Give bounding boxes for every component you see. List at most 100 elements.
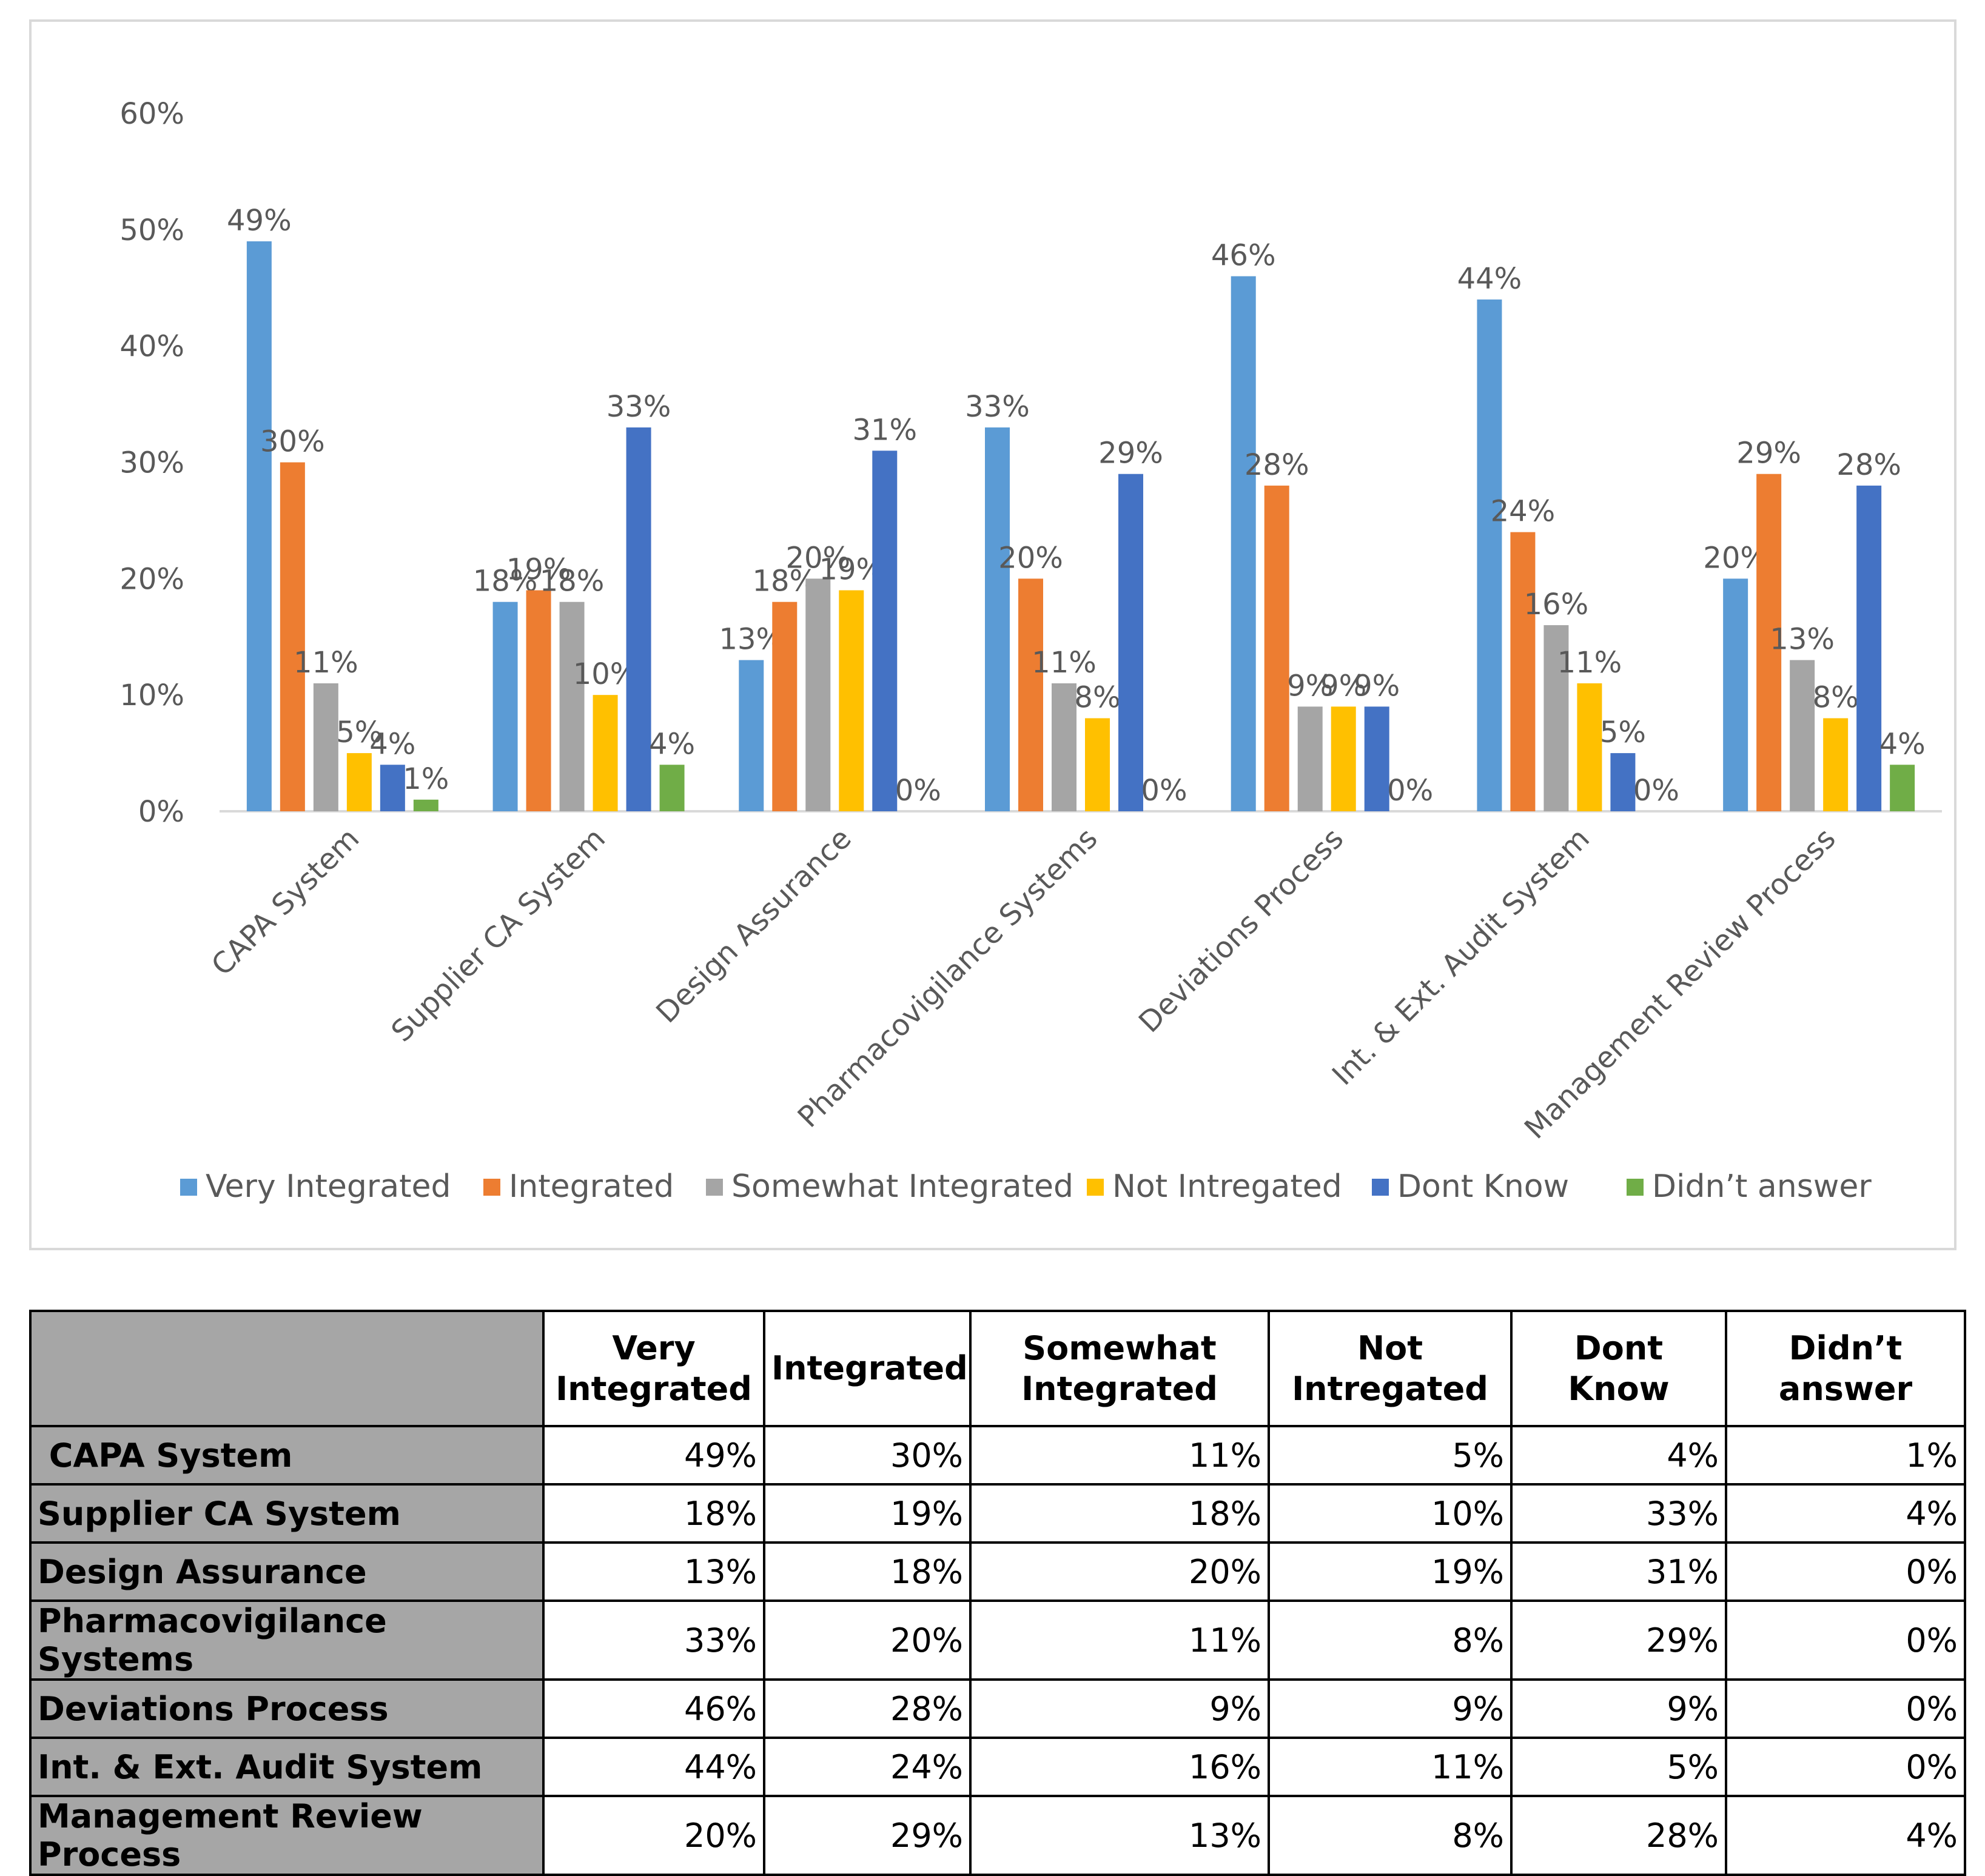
y-tick-label: 30% <box>119 446 184 480</box>
table-cell: 20% <box>542 1795 765 1876</box>
table-cell: 16% <box>969 1737 1270 1797</box>
table-cell: 31% <box>1510 1541 1727 1602</box>
data-label: 33% <box>606 390 671 424</box>
bar <box>1085 718 1110 811</box>
x-category-label: Design Assurance <box>650 822 858 1030</box>
x-category-label: Int. & Ext. Audit System <box>1326 822 1596 1092</box>
table-header-dont-know: Dont Know <box>1510 1310 1727 1427</box>
table-cell: 30% <box>763 1425 972 1486</box>
bar <box>413 799 438 811</box>
legend-label: Not Intregated <box>1112 1168 1342 1205</box>
legend-label: Dont Know <box>1397 1168 1569 1205</box>
table-cell: 44% <box>542 1737 765 1797</box>
table-header-didnt-answer: Didn’t answer <box>1725 1310 1966 1427</box>
table-cell: 0% <box>1725 1678 1966 1739</box>
table-cell: 9% <box>1510 1678 1727 1739</box>
table-cell: 19% <box>1268 1541 1513 1602</box>
bar <box>1231 276 1256 812</box>
legend-label: Somewhat Integrated <box>731 1168 1073 1205</box>
bar <box>626 427 651 811</box>
table-header-not-integrated: Not Intregated <box>1268 1310 1513 1427</box>
data-label: 0% <box>1633 774 1679 808</box>
x-category-label: Pharmacovigilance Systems <box>791 822 1104 1134</box>
bar <box>1577 683 1602 811</box>
table-cell: 28% <box>763 1678 972 1739</box>
legend-label: Didn’t answer <box>1652 1168 1872 1205</box>
bar <box>1543 625 1569 811</box>
table-cell: 0% <box>1725 1737 1966 1797</box>
x-category-label: Supplier CA System <box>385 822 613 1049</box>
data-label: 46% <box>1211 239 1276 273</box>
bar <box>1790 660 1815 811</box>
data-label: 9% <box>1287 669 1333 703</box>
table-header-row: Very Integrated Integrated Somewhat Integr… <box>29 1310 1966 1427</box>
bar <box>280 462 305 811</box>
legend-swatch <box>180 1179 197 1196</box>
bar <box>492 601 518 811</box>
table-cell: 4% <box>1725 1483 1966 1544</box>
table-cell: 33% <box>542 1600 765 1681</box>
table-cell: 46% <box>542 1678 765 1739</box>
data-label: 0% <box>1141 774 1187 808</box>
table-cell: 29% <box>763 1795 972 1876</box>
bar <box>1823 718 1849 811</box>
data-label: 4% <box>369 727 415 761</box>
table-cell: 20% <box>969 1541 1270 1602</box>
table-header-very-integrated: Very Integrated <box>542 1310 765 1427</box>
table-row: Management Review Process 20% 29% 13% 8%… <box>29 1795 1966 1876</box>
legend-label: Integrated <box>509 1168 674 1205</box>
table-cell: 19% <box>763 1483 972 1544</box>
table-cell: 5% <box>1268 1425 1513 1486</box>
table-cell: 8% <box>1268 1795 1513 1876</box>
table-row: Int. & Ext. Audit System 44% 24% 16% 11%… <box>29 1737 1966 1797</box>
data-label: 20% <box>998 541 1063 575</box>
bar <box>246 241 272 811</box>
bar <box>1264 485 1289 811</box>
data-label: 9% <box>1320 669 1366 703</box>
data-label: 11% <box>1557 646 1622 680</box>
bar-chart: 0%10%20%30%40%50%60%49%30%11%5%4%1%CAPA … <box>119 97 1942 1205</box>
bar <box>1018 578 1043 811</box>
data-label: 4% <box>1879 727 1926 761</box>
row-label: Deviations Process <box>29 1678 545 1739</box>
legend-swatch <box>1087 1179 1104 1196</box>
bar <box>1118 474 1143 811</box>
table-cell: 20% <box>763 1600 972 1681</box>
bar <box>1297 706 1323 811</box>
table-row: Pharmacovigilance Systems 33% 20% 11% 8%… <box>29 1600 1966 1681</box>
table-cell: 8% <box>1268 1600 1513 1681</box>
table-cell: 11% <box>1268 1737 1513 1797</box>
y-tick-label: 10% <box>119 678 184 712</box>
bar <box>1510 532 1536 811</box>
table-cell: 33% <box>1510 1483 1727 1544</box>
bar <box>1856 485 1882 811</box>
bar <box>839 590 864 811</box>
row-label: CAPA System <box>29 1425 545 1486</box>
data-label: 33% <box>965 390 1030 424</box>
bar <box>772 601 798 811</box>
legend-swatch <box>706 1179 723 1196</box>
table-header-somewhat-integrated: Somewhat Integrated <box>969 1310 1270 1427</box>
data-label: 28% <box>1836 448 1901 482</box>
row-label: Supplier CA System <box>29 1483 545 1544</box>
y-tick-label: 40% <box>119 330 184 364</box>
bar <box>659 765 685 811</box>
data-label: 8% <box>1074 681 1120 715</box>
bar <box>805 578 831 811</box>
table-row: Deviations Process 46% 28% 9% 9% 9% 0% <box>29 1678 1966 1739</box>
data-label: 5% <box>336 715 382 749</box>
table-row: Design Assurance 13% 18% 20% 19% 31% 0% <box>29 1541 1966 1602</box>
bar <box>872 451 898 811</box>
bar <box>1364 706 1389 811</box>
legend-swatch <box>1372 1179 1389 1196</box>
table-row: CAPA System 49% 30% 11% 5% 4% 1% <box>29 1425 1966 1486</box>
data-label: 13% <box>1770 623 1835 657</box>
bar <box>526 590 551 811</box>
data-label: 8% <box>1813 681 1859 715</box>
bar <box>739 660 764 811</box>
data-label: 20% <box>785 541 850 575</box>
data-label: 18% <box>540 564 605 598</box>
table-cell: 11% <box>969 1425 1270 1486</box>
table-cell: 4% <box>1725 1795 1966 1876</box>
table-cell: 24% <box>763 1737 972 1797</box>
